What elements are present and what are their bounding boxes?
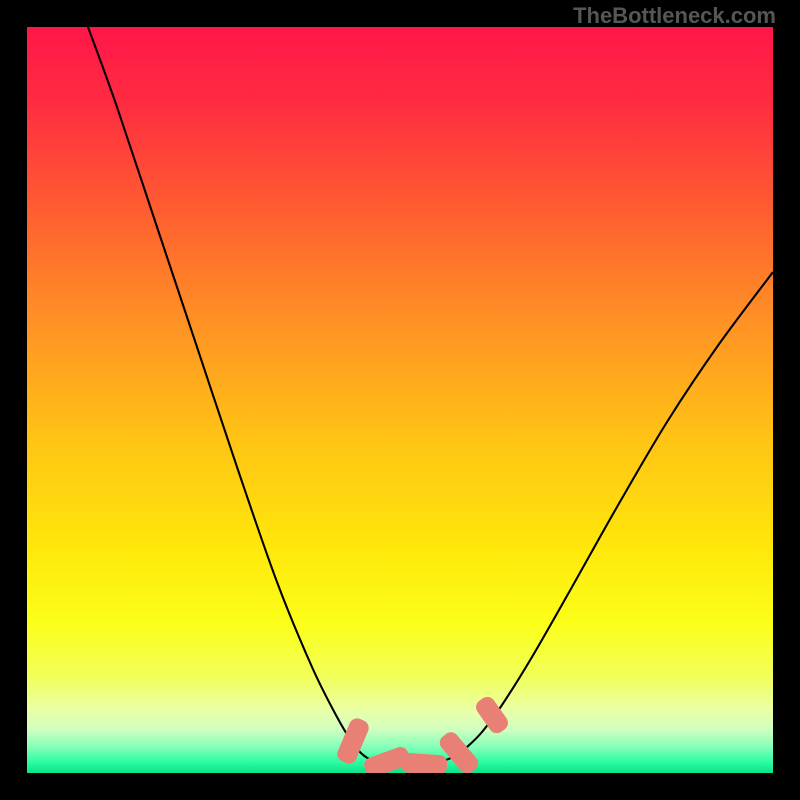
plot-area [27, 27, 773, 773]
chart-overlay-svg [27, 27, 773, 773]
bottleneck-curve [88, 27, 773, 763]
marker-lozenge [400, 752, 447, 773]
watermark-label: TheBottleneck.com [573, 3, 776, 29]
figure-canvas: TheBottleneck.com [0, 0, 800, 800]
